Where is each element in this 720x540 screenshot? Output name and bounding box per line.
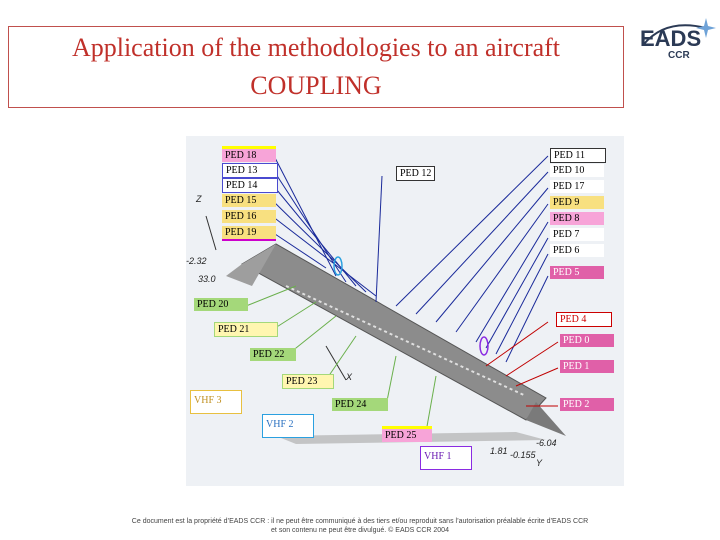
slide-title-line1: Application of the methodologies to an a… [71, 33, 561, 62]
label-ped-6: PED 6 [550, 244, 604, 257]
footer-line2: et son contenu ne peut être divulgué. © … [271, 527, 449, 534]
axis-value-33: 33.0 [198, 274, 216, 284]
footer-line1: Ce document est la propriété d’EADS CCR … [131, 518, 589, 525]
label-vhf-2: VHF 2 [262, 414, 314, 438]
label-ped-14: PED 14 [222, 178, 278, 193]
slide-title-line2: COUPLING [250, 71, 382, 100]
label-ped-21: PED 21 [214, 322, 278, 337]
axis-value-neg6-04: -6.04 [536, 438, 557, 448]
label-ped-9: PED 9 [550, 196, 604, 209]
axis-value-neg2-32: -2.32 [186, 256, 207, 266]
axis-y-label: Y [536, 458, 543, 468]
label-vhf-3: VHF 3 [190, 390, 242, 414]
axis-value-1-81: 1.81 [490, 446, 508, 456]
label-ped-15: PED 15 [222, 194, 276, 207]
label-ped-25: PED 25 [382, 426, 432, 442]
label-ped-8: PED 8 [550, 212, 604, 225]
label-ped-20: PED 20 [194, 298, 248, 311]
label-ped-23: PED 23 [282, 374, 334, 389]
label-ped-24: PED 24 [332, 398, 388, 411]
axis-z-label: Z [196, 194, 202, 204]
label-ped-16: PED 16 [222, 210, 276, 223]
label-ped-12: PED 12 [396, 166, 436, 181]
label-ped-1: PED 1 [560, 360, 614, 373]
red-pointer-arrows [485, 321, 559, 407]
label-ped-17: PED 17 [550, 180, 604, 193]
fuselage-body [240, 243, 547, 421]
label-ped-10: PED 10 [550, 164, 604, 177]
axis-value-neg0-155: -0.155 [510, 450, 536, 460]
label-vhf-1: VHF 1 [420, 446, 472, 470]
title-box: Application of the methodologies to an a… [8, 26, 624, 108]
fuselage-nose [526, 402, 566, 436]
footer-copyright: Ce document est la propriété d’EADS CCR … [60, 517, 660, 535]
label-ped-22: PED 22 [250, 348, 296, 361]
vhf-antenna-bottom [479, 336, 489, 356]
eads-logo-text: EADS [640, 26, 702, 51]
eads-logo-star-icon [643, 18, 716, 45]
axis-x-label: X [346, 372, 353, 382]
aircraft-coupling-figure: PED 18 PED 13 PED 14 PED 15 PED 16 PED 1… [186, 136, 624, 486]
label-ped-18: PED 18 [222, 146, 276, 162]
z-axis-line [205, 215, 217, 251]
label-ped-19: PED 19 [222, 226, 276, 241]
label-ped-4: PED 4 [556, 312, 612, 327]
label-ped-11: PED 11 [550, 148, 606, 163]
label-ped-0: PED 0 [560, 334, 614, 347]
label-ped-13: PED 13 [222, 163, 278, 178]
label-ped-5: PED 5 [550, 266, 604, 279]
eads-logo-sub: CCR [668, 50, 690, 61]
vhf-antenna-top [333, 256, 343, 276]
fuselage-tail [226, 244, 276, 286]
label-ped-2: PED 2 [560, 398, 614, 411]
x-axis-line [325, 345, 347, 381]
window-row [285, 285, 527, 397]
label-ped-7: PED 7 [550, 228, 604, 241]
